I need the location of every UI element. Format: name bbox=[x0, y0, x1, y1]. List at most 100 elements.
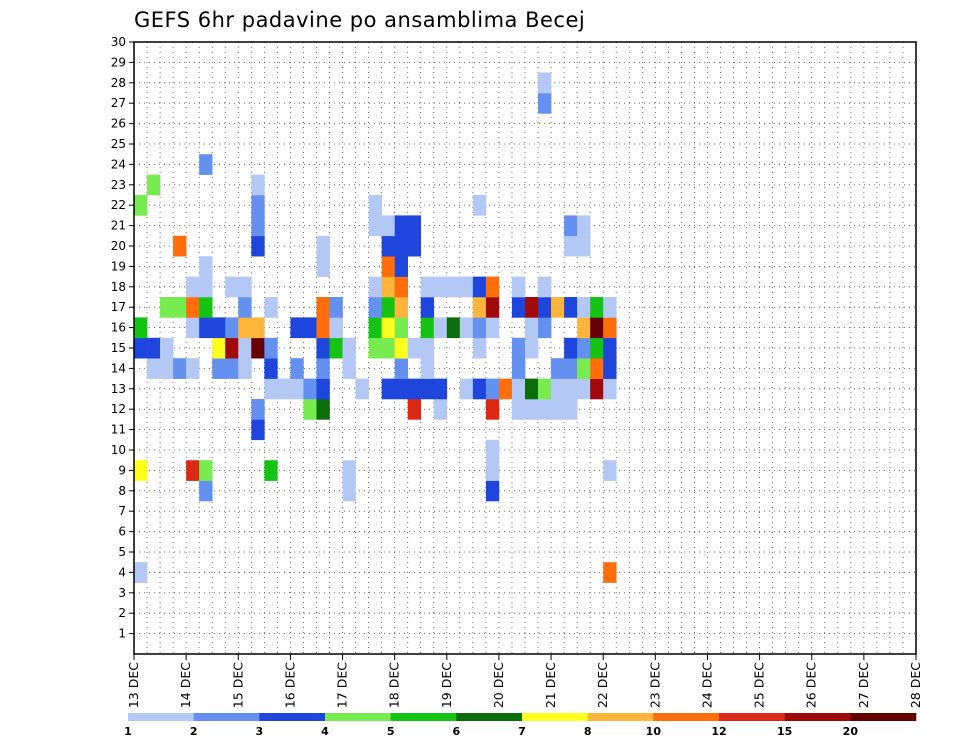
heatmap-cell bbox=[160, 337, 174, 359]
heatmap-cell bbox=[407, 378, 422, 400]
colorbar-swatch bbox=[325, 713, 391, 721]
heatmap-cell bbox=[238, 317, 252, 339]
y-tick-label: 13 bbox=[111, 382, 126, 396]
x-tick-label: 21 DEC bbox=[543, 662, 558, 708]
y-tick-label: 24 bbox=[111, 157, 126, 171]
heatmap-cell bbox=[212, 358, 226, 379]
heatmap-cell bbox=[564, 399, 578, 420]
heatmap-cell bbox=[264, 358, 278, 379]
heatmap-cell bbox=[577, 235, 591, 257]
heatmap-cell bbox=[303, 399, 317, 420]
heatmap-cell bbox=[498, 378, 513, 400]
colorbar-label: 2 bbox=[190, 725, 198, 738]
heatmap-cell bbox=[251, 399, 265, 420]
colorbar-label: 1 bbox=[124, 725, 132, 738]
heatmap-cell bbox=[134, 337, 148, 359]
heatmap-cell bbox=[394, 297, 408, 318]
x-tick-label: 26 DEC bbox=[804, 662, 819, 708]
heatmap-cell bbox=[485, 317, 500, 339]
heatmap-cell bbox=[577, 337, 591, 359]
y-tick-label: 8 bbox=[118, 484, 126, 498]
colorbar-swatch bbox=[522, 713, 588, 721]
heatmap-cell bbox=[472, 378, 487, 400]
x-tick-label: 27 DEC bbox=[856, 662, 871, 708]
heatmap-cell bbox=[264, 460, 278, 481]
y-tick-label: 3 bbox=[118, 586, 126, 600]
data-cells bbox=[134, 72, 617, 583]
colorbar-label: 15 bbox=[777, 725, 792, 738]
y-tick-label: 20 bbox=[111, 239, 126, 253]
heatmap-cell bbox=[590, 358, 604, 379]
heatmap-cell bbox=[303, 317, 317, 339]
heatmap-cell bbox=[381, 317, 395, 339]
heatmap-cell bbox=[577, 317, 591, 339]
heatmap-cell bbox=[147, 174, 161, 196]
heatmap-cell bbox=[538, 93, 552, 114]
heatmap-cell bbox=[577, 378, 591, 400]
heatmap-cell bbox=[277, 378, 291, 400]
colorbar-swatch bbox=[128, 713, 194, 721]
heatmap-cell bbox=[160, 297, 174, 318]
heatmap-cell bbox=[381, 215, 395, 237]
heatmap-cell bbox=[446, 317, 461, 339]
heatmap-cell bbox=[564, 215, 578, 237]
heatmap-cell bbox=[472, 276, 487, 298]
heatmap-cell bbox=[199, 460, 213, 481]
y-tick-label: 11 bbox=[111, 423, 126, 437]
heatmap-cell bbox=[446, 276, 461, 298]
colorbar-label: 6 bbox=[453, 725, 461, 738]
colorbar-swatch bbox=[390, 713, 457, 721]
heatmap-cell bbox=[316, 358, 330, 379]
heatmap-cell bbox=[590, 337, 604, 359]
heatmap-cell bbox=[485, 460, 500, 481]
heatmap-cell bbox=[485, 480, 500, 502]
heatmap-cell bbox=[134, 317, 148, 339]
heatmap-cell bbox=[538, 317, 552, 339]
x-axis-ticks: 13 DEC 14 DEC 15 DEC 16 DEC 17 DEC 18 DEC 19 D… bbox=[126, 654, 923, 708]
y-tick-label: 27 bbox=[111, 96, 126, 110]
heatmap-cell bbox=[394, 256, 408, 277]
heatmap-cell bbox=[407, 337, 422, 359]
x-tick-label: 23 DEC bbox=[647, 662, 662, 708]
heatmap-cell bbox=[525, 378, 539, 400]
heatmap-cell bbox=[303, 378, 317, 400]
colorbar-label: 4 bbox=[321, 725, 329, 738]
heatmap-cell bbox=[290, 317, 304, 339]
heatmap-cell bbox=[394, 358, 408, 379]
colorbar-label: 12 bbox=[711, 725, 726, 738]
heatmap-cell bbox=[186, 276, 200, 298]
heatmap-cell bbox=[381, 297, 395, 318]
heatmap-cell bbox=[485, 297, 500, 318]
heatmap-cell bbox=[590, 378, 604, 400]
heatmap-cell bbox=[525, 399, 539, 420]
heatmap-cell bbox=[420, 297, 435, 318]
heatmap-cell bbox=[368, 215, 382, 237]
x-tick-label: 15 DEC bbox=[230, 662, 245, 708]
heatmap-cell bbox=[603, 562, 617, 583]
heatmap-cell bbox=[603, 317, 617, 339]
heatmap-cell bbox=[173, 358, 187, 379]
y-tick-label: 22 bbox=[111, 198, 126, 212]
x-tick-label: 24 DEC bbox=[699, 662, 714, 708]
heatmap-cell bbox=[160, 358, 174, 379]
heatmap-cell bbox=[251, 235, 265, 257]
heatmap-cell bbox=[355, 378, 369, 400]
heatmap-cell bbox=[381, 235, 395, 257]
y-tick-label: 5 bbox=[118, 545, 126, 559]
colorbar-swatch bbox=[456, 713, 523, 721]
heatmap-cell bbox=[420, 276, 435, 298]
heatmap-cell bbox=[199, 154, 213, 175]
y-tick-label: 30 bbox=[111, 35, 126, 49]
y-tick-label: 14 bbox=[111, 361, 126, 375]
colorbar-label: 3 bbox=[256, 725, 264, 738]
heatmap-cell bbox=[316, 256, 330, 277]
heatmap-cell bbox=[394, 276, 408, 298]
heatmap-cell bbox=[238, 358, 252, 379]
heatmap-cell bbox=[134, 195, 148, 216]
heatmap-cell bbox=[186, 358, 200, 379]
heatmap-cell bbox=[264, 297, 278, 318]
heatmap-cell bbox=[212, 337, 226, 359]
heatmap-cell bbox=[459, 317, 474, 339]
heatmap-cell bbox=[472, 337, 487, 359]
